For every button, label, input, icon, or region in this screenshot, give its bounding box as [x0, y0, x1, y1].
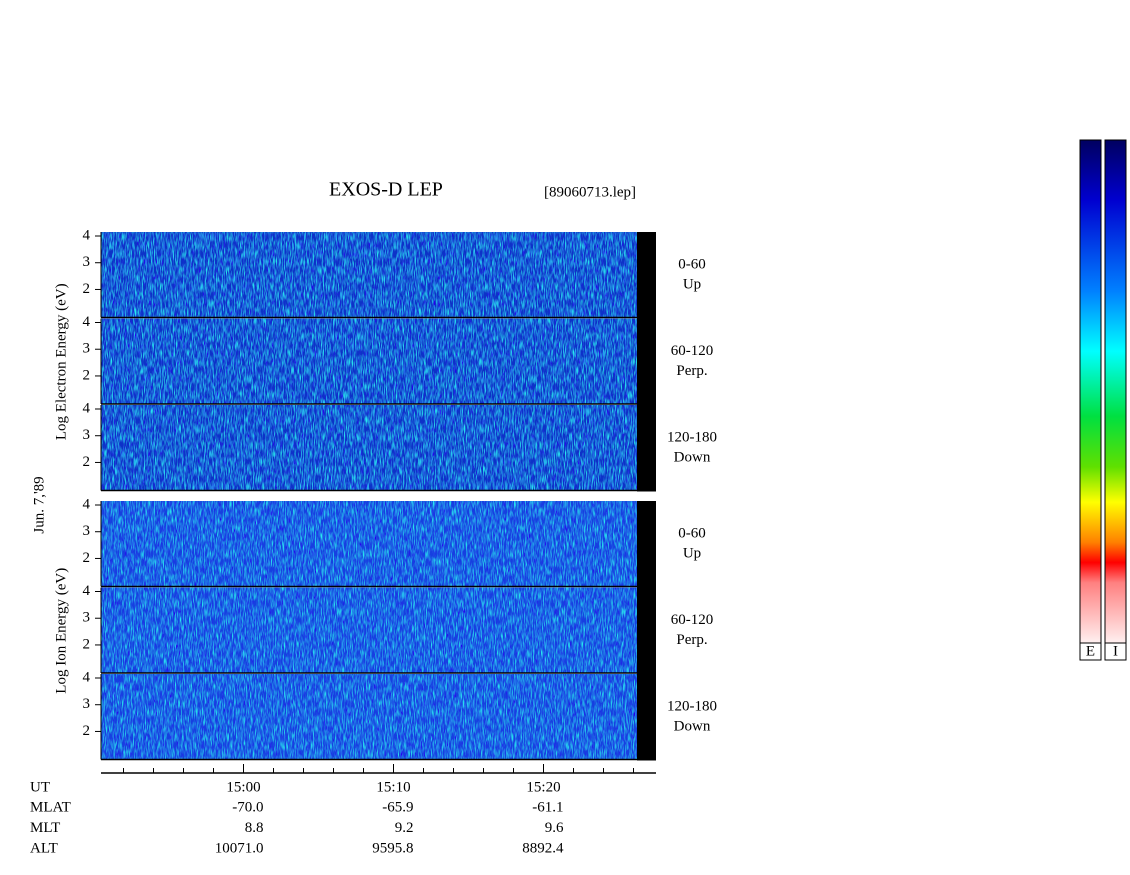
- no-data-strip: [637, 318, 656, 405]
- y-tick-label: 4: [83, 496, 91, 512]
- no-data-strip: [637, 674, 656, 761]
- x-label: UT: [30, 779, 50, 795]
- y-tick-label: 2: [83, 454, 91, 470]
- row-value: 10071.0: [215, 840, 264, 856]
- spectrogram: [101, 674, 637, 760]
- chart-title: EXOS-D LEP: [329, 179, 443, 201]
- y-tick-label: 4: [83, 583, 91, 599]
- y-axis-label: Log Ion Energy (eV): [53, 568, 69, 694]
- x-tick-label: 15:00: [226, 779, 260, 795]
- colorbar-label: I: [1113, 643, 1118, 659]
- row-value: 8892.4: [522, 840, 564, 856]
- x-tick-label: 15:10: [376, 779, 410, 795]
- y-tick-label: 3: [83, 427, 91, 443]
- y-tick-label: 3: [83, 696, 91, 712]
- colorbar-label-box: [1079, 642, 1102, 661]
- panel-angle: 120-180: [667, 429, 717, 445]
- no-data-strip: [637, 405, 656, 492]
- row-value: 9.6: [545, 820, 564, 836]
- colorbar-label-box: [1104, 642, 1127, 661]
- y-tick-label: 2: [83, 281, 91, 297]
- y-tick-label: 3: [83, 523, 91, 539]
- row-value: 9595.8: [372, 840, 413, 856]
- spectrogram: [101, 232, 637, 318]
- spectrogram: [101, 501, 637, 587]
- y-tick-label: 2: [83, 550, 91, 566]
- panel-direction: Up: [683, 276, 701, 292]
- file-label: [89060713.lep]: [544, 184, 636, 200]
- no-data-strip: [637, 232, 656, 319]
- row-name: MLT: [30, 820, 60, 836]
- panel-direction: Perp.: [676, 363, 707, 379]
- spectrogram: [101, 587, 637, 673]
- colorbar-label: E: [1086, 643, 1095, 659]
- y-tick-label: 4: [83, 314, 91, 330]
- panel-angle: 0-60: [678, 256, 706, 272]
- spectrogram: [101, 405, 637, 491]
- row-name: MLAT: [30, 799, 71, 815]
- colorbar: [1079, 139, 1102, 644]
- y-tick-label: 3: [83, 254, 91, 270]
- panel-direction: Down: [674, 718, 711, 734]
- panel-angle: 0-60: [678, 525, 706, 541]
- y-tick-label: 3: [83, 341, 91, 357]
- row-value: 9.2: [395, 820, 414, 836]
- y-tick-label: 4: [83, 669, 91, 685]
- row-value: -65.9: [382, 799, 413, 815]
- no-data-strip: [637, 501, 656, 588]
- y-tick-label: 4: [83, 400, 91, 416]
- panel-angle: 120-180: [667, 698, 717, 714]
- y-tick-label: 2: [83, 367, 91, 383]
- panel-direction: Down: [674, 449, 711, 465]
- y-axis-label: Log Electron Energy (eV): [53, 283, 69, 440]
- y-tick-label: 2: [83, 636, 91, 652]
- x-tick-label: 15:20: [526, 779, 560, 795]
- y-tick-label: 2: [83, 723, 91, 739]
- y-tick-label: 4: [83, 227, 91, 243]
- row-value: -70.0: [232, 799, 263, 815]
- panel-angle: 60-120: [671, 612, 714, 628]
- panel-direction: Up: [683, 545, 701, 561]
- panel-direction: Perp.: [676, 632, 707, 648]
- y-tick-label: 3: [83, 610, 91, 626]
- date-label: Jun. 7,'89: [31, 476, 47, 533]
- colorbar: [1104, 139, 1127, 644]
- row-value: -61.1: [532, 799, 563, 815]
- no-data-strip: [637, 587, 656, 674]
- panel-angle: 60-120: [671, 343, 714, 359]
- spectrogram: [101, 318, 637, 404]
- row-value: 8.8: [245, 820, 264, 836]
- row-name: ALT: [30, 840, 58, 856]
